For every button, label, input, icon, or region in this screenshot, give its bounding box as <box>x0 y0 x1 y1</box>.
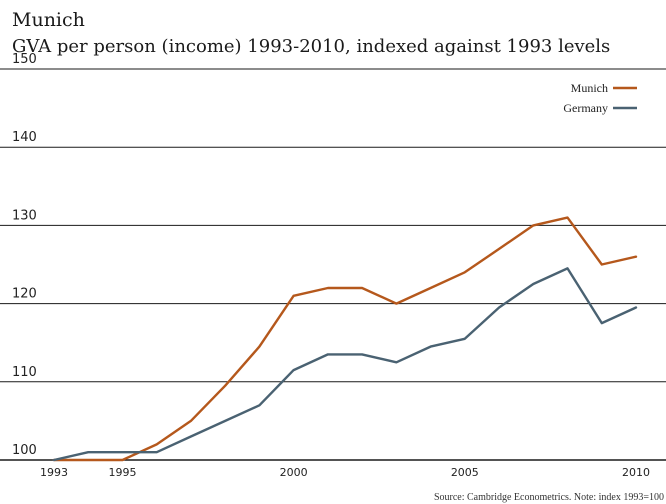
chart-subtitle: GVA per person (income) 1993-2010, index… <box>12 36 611 57</box>
series-lines <box>52 216 638 462</box>
x-tick-2010: 2010 <box>622 466 650 479</box>
legend-label-germany: Germany <box>563 101 608 115</box>
x-tick-1995: 1995 <box>108 466 136 479</box>
x-tick-2005: 2005 <box>451 466 479 479</box>
y-tick-130: 130 <box>12 208 37 223</box>
x-tick-labels: 1993 1995 2000 2005 2010 <box>40 466 650 479</box>
y-tick-100: 100 <box>12 443 37 458</box>
chart-title: Munich <box>12 9 85 31</box>
y-tick-140: 140 <box>12 130 37 145</box>
y-tick-150: 150 <box>12 52 37 67</box>
y-tick-labels: 150 140 130 120 110 100 <box>12 52 37 458</box>
legend-label-munich: Munich <box>571 81 608 95</box>
series-line-germany <box>52 267 638 462</box>
source-note: Source: Cambridge Econometrics. Note: in… <box>433 492 664 503</box>
series-line-munich <box>52 216 638 462</box>
legend: Munich Germany <box>563 81 637 115</box>
y-tick-120: 120 <box>12 287 37 302</box>
gridlines <box>0 68 666 461</box>
x-tick-1993: 1993 <box>40 466 68 479</box>
x-tick-2000: 2000 <box>280 466 308 479</box>
y-tick-110: 110 <box>12 365 37 380</box>
